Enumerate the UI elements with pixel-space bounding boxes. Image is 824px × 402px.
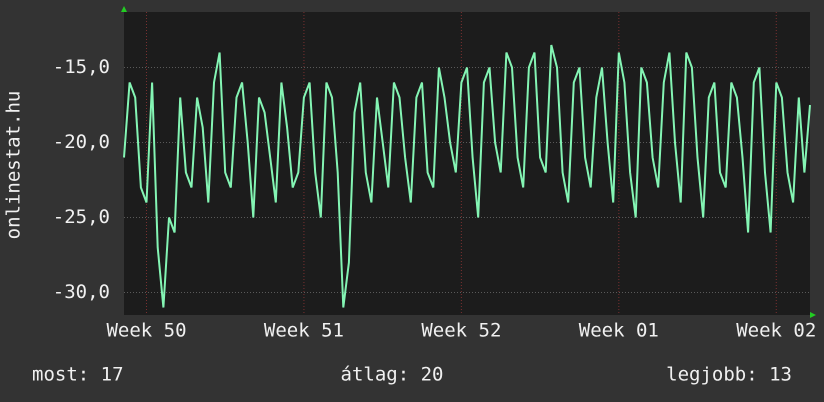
y-tick-label: -20,0 [53, 131, 110, 153]
y-tick-label: -25,0 [53, 206, 110, 228]
x-tick-label: Week 01 [579, 320, 659, 342]
plot-area [124, 12, 810, 315]
y-tick-label: -15,0 [53, 56, 110, 78]
axis-arrow [810, 312, 816, 318]
y-axis-label: onlinestat.hu [3, 91, 25, 240]
data-line [123, 44, 811, 308]
x-tick-label: Week 52 [421, 320, 501, 342]
x-tick-label: Week 02 [736, 320, 816, 342]
y-tick-label: -30,0 [53, 281, 110, 303]
axis-arrow [121, 6, 127, 12]
footer-text: legjobb: 13 [666, 364, 792, 386]
footer-text: átlag: 20 [341, 364, 444, 386]
x-tick-label: Week 50 [106, 320, 186, 342]
footer-text: most: 17 [32, 364, 124, 386]
x-tick-label: Week 51 [264, 320, 344, 342]
